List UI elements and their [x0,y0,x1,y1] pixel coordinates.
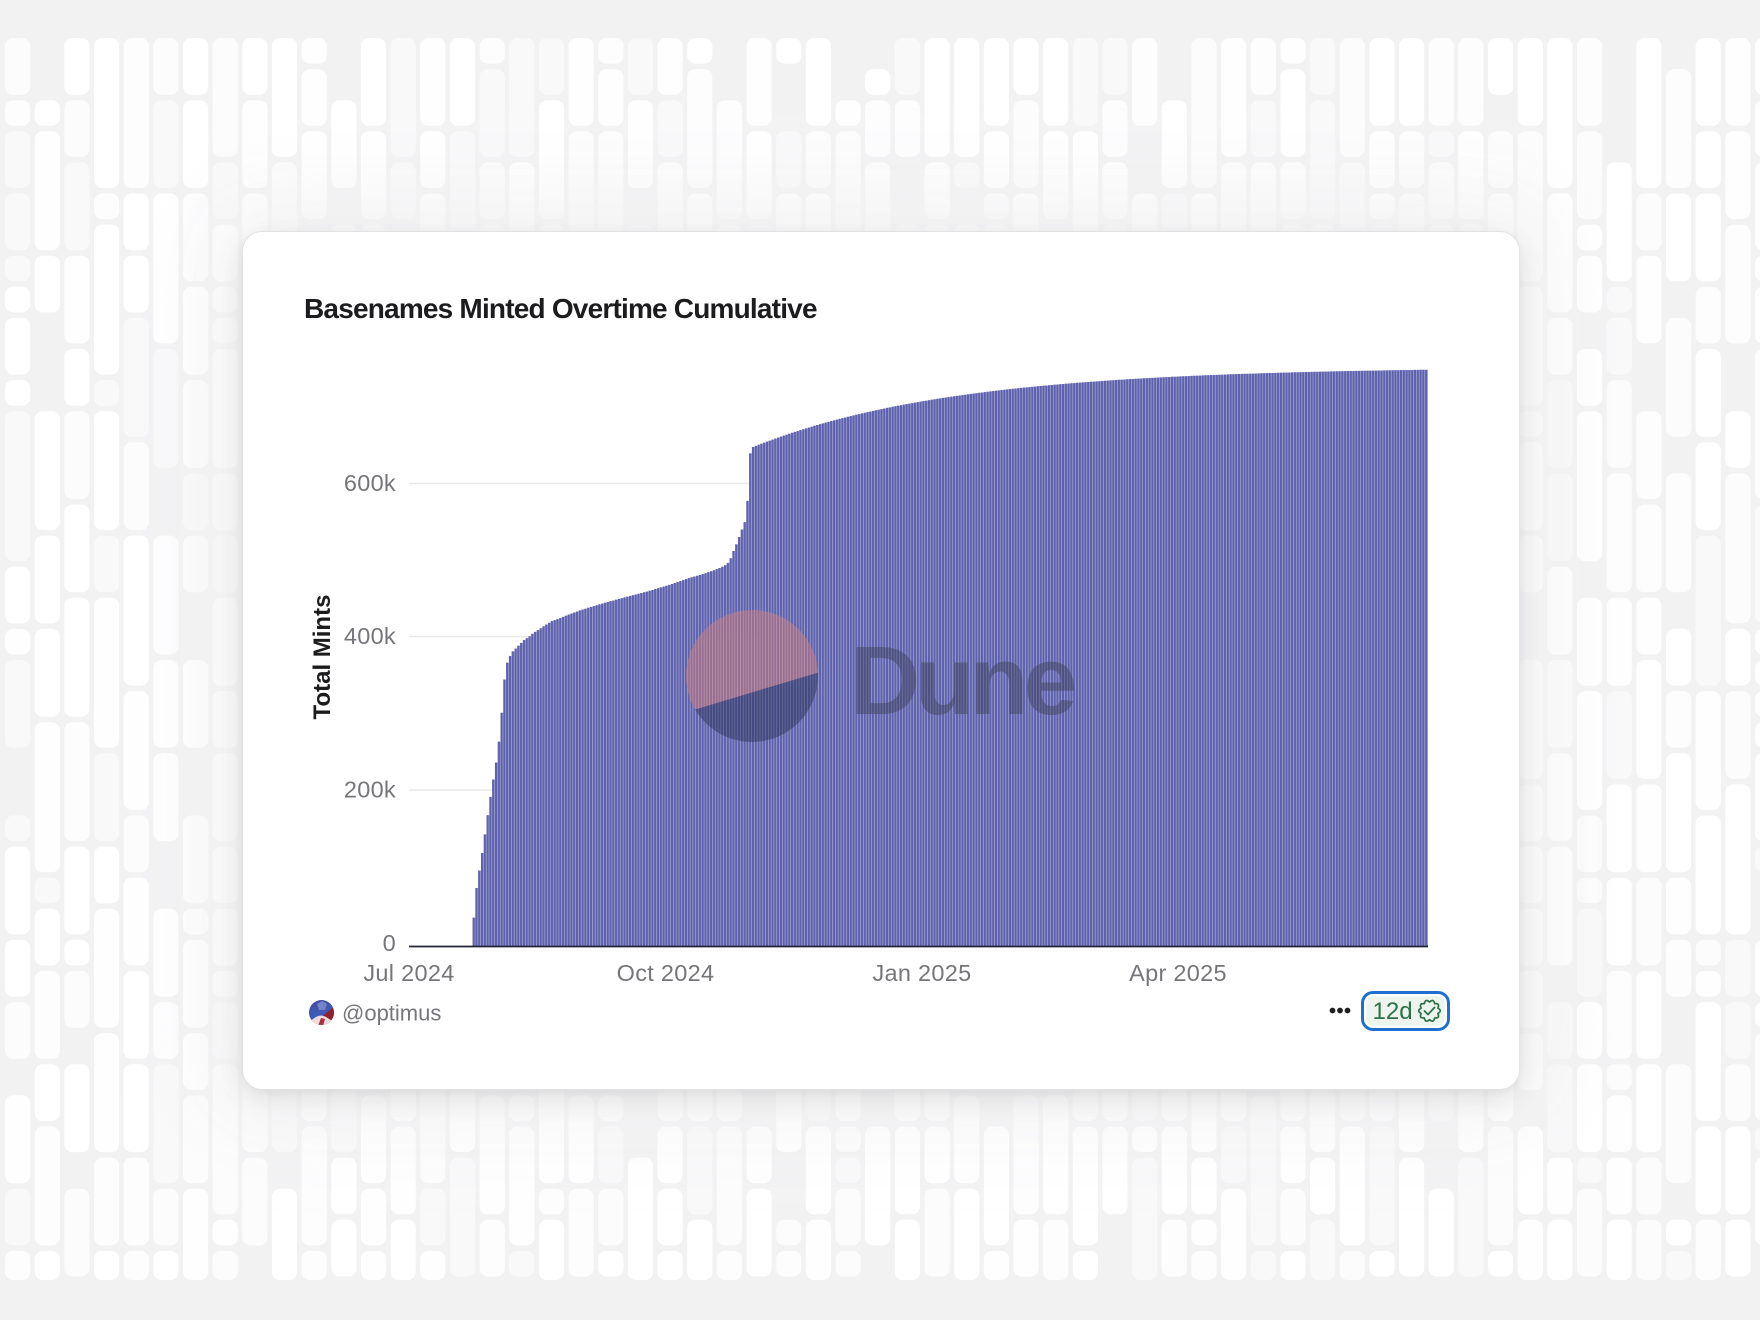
svg-text:Jan 2025: Jan 2025 [872,960,971,986]
svg-text:600k: 600k [344,470,396,496]
svg-text:0: 0 [383,930,396,956]
svg-text:@optimus: @optimus [342,1001,441,1026]
svg-text:Oct 2024: Oct 2024 [617,960,715,986]
svg-text:Dune: Dune [850,626,1075,735]
svg-text:200k: 200k [344,777,396,803]
svg-text:12d: 12d [1373,998,1413,1025]
svg-text:Total Mints: Total Mints [309,595,336,720]
svg-text:Basenames Minted Overtime Cumu: Basenames Minted Overtime Cumulative [304,293,817,324]
svg-text:400k: 400k [344,623,396,649]
svg-text:Jul 2024: Jul 2024 [363,960,454,986]
svg-text:Apr 2025: Apr 2025 [1129,960,1227,986]
